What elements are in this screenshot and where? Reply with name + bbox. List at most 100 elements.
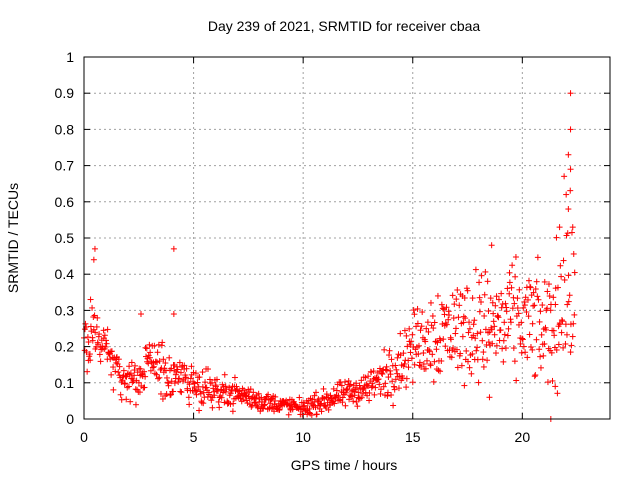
data-point <box>500 337 507 344</box>
data-point <box>134 369 141 376</box>
data-point <box>160 356 167 363</box>
data-point <box>470 321 477 328</box>
data-point <box>400 350 407 357</box>
data-point <box>541 340 548 347</box>
data-point <box>526 283 533 290</box>
data-point <box>495 314 502 321</box>
data-point <box>472 266 479 273</box>
data-point <box>499 345 506 352</box>
data-point <box>506 290 513 297</box>
data-point <box>561 173 568 180</box>
data-point <box>430 325 437 332</box>
data-point <box>466 319 473 326</box>
data-point <box>493 342 500 349</box>
data-point <box>102 343 109 350</box>
data-point <box>479 356 486 363</box>
data-point <box>338 382 345 389</box>
data-point <box>440 336 447 343</box>
data-point <box>345 377 352 384</box>
data-point <box>366 389 373 396</box>
data-point <box>408 338 415 345</box>
data-point <box>135 379 142 386</box>
data-point <box>147 349 154 356</box>
data-point <box>524 296 531 303</box>
data-point <box>89 304 96 311</box>
data-point <box>233 383 240 390</box>
data-point-outlier <box>170 245 177 252</box>
data-point-outlier <box>565 206 572 213</box>
data-point <box>431 319 438 326</box>
data-point <box>559 318 566 325</box>
data-point <box>110 386 117 393</box>
data-point <box>520 343 527 350</box>
data-point <box>156 374 163 381</box>
data-point <box>87 357 94 364</box>
data-point <box>419 309 426 316</box>
data-point <box>97 358 104 365</box>
data-point <box>407 349 414 356</box>
data-point <box>348 388 355 395</box>
data-point <box>208 379 215 386</box>
data-point <box>202 379 209 386</box>
data-point <box>375 376 382 383</box>
data-point <box>477 329 484 336</box>
y-tick-label: 0 <box>66 411 74 427</box>
plot-frame <box>83 56 611 420</box>
data-point <box>289 406 296 413</box>
data-point <box>335 392 342 399</box>
data-point <box>149 364 156 371</box>
data-point <box>260 405 267 412</box>
data-point <box>549 377 556 384</box>
data-point <box>199 369 206 376</box>
data-point <box>258 394 265 401</box>
data-point <box>347 381 354 388</box>
data-point <box>331 400 338 407</box>
data-point <box>85 339 92 346</box>
data-point <box>490 310 497 317</box>
data-point <box>422 338 429 345</box>
data-point <box>320 385 327 392</box>
data-point <box>540 352 547 359</box>
data-point <box>116 363 123 370</box>
data-point <box>211 392 218 399</box>
data-point <box>417 327 424 334</box>
data-point <box>533 278 540 285</box>
data-point-outlier <box>87 296 94 303</box>
data-point <box>433 346 440 353</box>
data-point <box>560 344 567 351</box>
data-point <box>94 314 101 321</box>
data-point <box>342 378 349 385</box>
data-point <box>162 360 169 367</box>
data-point <box>342 402 349 409</box>
data-point <box>186 381 193 388</box>
data-point <box>247 386 254 393</box>
data-point <box>473 347 480 354</box>
data-point <box>369 380 376 387</box>
data-point <box>429 313 436 320</box>
data-point <box>548 349 555 356</box>
data-point <box>123 396 130 403</box>
data-point <box>521 302 528 309</box>
data-point <box>343 387 350 394</box>
data-point <box>394 354 401 361</box>
data-point <box>142 373 149 380</box>
data-point <box>501 331 508 338</box>
data-point <box>351 392 358 399</box>
data-point <box>127 370 134 377</box>
data-point <box>447 336 454 343</box>
data-point <box>544 305 551 312</box>
data-point <box>319 394 326 401</box>
data-point <box>377 386 384 393</box>
data-point <box>562 340 569 347</box>
data-point <box>178 389 185 396</box>
data-point <box>126 363 133 370</box>
data-point <box>474 344 481 351</box>
data-point <box>425 347 432 354</box>
data-point <box>563 331 570 338</box>
data-point <box>163 390 170 397</box>
data-point <box>196 407 203 414</box>
data-point <box>244 400 251 407</box>
data-point <box>82 320 89 327</box>
data-point <box>418 363 425 370</box>
data-point <box>177 388 184 395</box>
